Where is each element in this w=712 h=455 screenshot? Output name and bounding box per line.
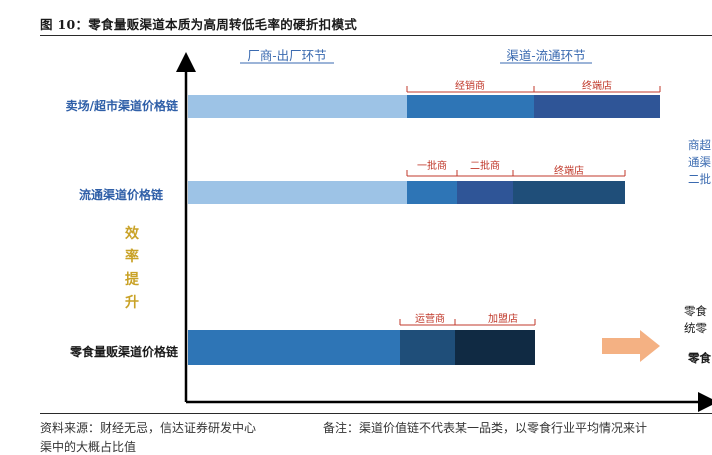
orange-arrow-icon — [602, 330, 660, 362]
snack-operator-segment — [400, 330, 455, 365]
distribution-second-wholesaler-segment — [457, 181, 513, 204]
snack-franchise-segment — [455, 330, 535, 365]
distribution-first-wholesaler-segment — [407, 181, 457, 204]
snack-manufacturer-segment — [188, 330, 400, 365]
supermarket-manufacturer-segment — [188, 95, 407, 118]
header-manufacturer: 厂商-出厂环节 — [247, 48, 326, 63]
side-note-top-3: 二批 — [688, 172, 711, 186]
side-note-top-1: 商超 — [688, 138, 711, 152]
supermarket-terminal-segment — [534, 95, 660, 118]
figure-title: 图 10：零食量贩渠道本质为高周转低毛率的硬折扣模式 — [40, 17, 358, 32]
supermarket-distributor-segment — [407, 95, 534, 118]
efficiency-char-4: 升 — [125, 294, 139, 311]
supermarket-terminal-label: 终端店 — [582, 79, 612, 92]
efficiency-char-2: 率 — [125, 248, 139, 265]
snack-operator-label: 运营商 — [415, 312, 445, 325]
header-channel: 渠道-流通环节 — [506, 48, 585, 63]
efficiency-char-1: 效 — [125, 225, 140, 242]
note-continuation: 渠中的大概占比值 — [40, 440, 137, 454]
snack-franchise-label: 加盟店 — [488, 312, 518, 325]
distribution-second-wholesaler-label: 二批商 — [470, 159, 500, 172]
snack-chain-label: 零食量贩渠道价格链 — [69, 344, 179, 359]
source-text: 资料来源：财经无忌，信达证券研发中心 — [40, 421, 257, 435]
supermarket-distributor-label: 经销商 — [455, 79, 485, 92]
supermarket-chain-label: 卖场/超市渠道价格链 — [66, 98, 179, 113]
footer-divider — [40, 413, 712, 414]
distribution-manufacturer-segment — [188, 181, 407, 204]
distribution-terminal-segment — [513, 181, 625, 204]
distribution-chain-label: 流通渠道价格链 — [79, 187, 164, 202]
distribution-first-wholesaler-label: 一批商 — [417, 159, 447, 172]
side-note-top-2: 通渠 — [688, 155, 711, 169]
distribution-terminal-label: 终端店 — [554, 164, 584, 177]
side-note-bottom-1: 零食 — [684, 304, 707, 318]
side-note-bottom-3: 零食 — [687, 351, 711, 365]
title-divider — [40, 35, 712, 36]
note-text: 备注：渠道价值链不代表某一品类，以零食行业平均情况来计 — [323, 421, 648, 435]
price-chain-diagram: 厂商-出厂环节 渠道-流通环节 卖场/超市渠道价格链 经销商 终端店 流通渠道价… — [66, 48, 712, 412]
efficiency-char-3: 提 — [125, 272, 140, 288]
side-note-bottom-2: 统零 — [684, 321, 707, 335]
